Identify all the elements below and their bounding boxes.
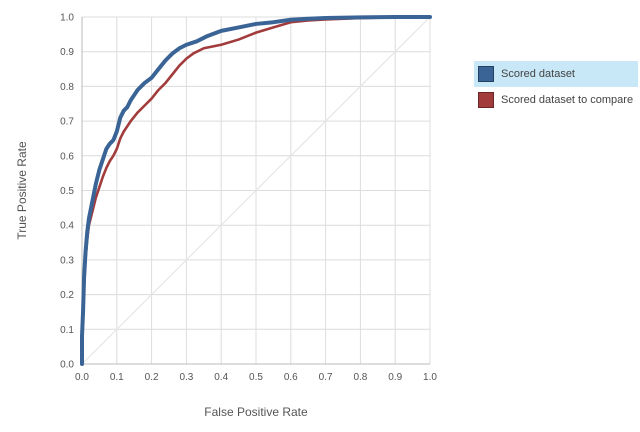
y-axis-title: True Positive Rate: [15, 141, 29, 240]
y-tick-label: 0.5: [60, 186, 74, 197]
legend: Scored dataset Scored dataset to compare: [474, 61, 638, 113]
legend-label-scored-dataset-to-compare: Scored dataset to compare: [501, 94, 634, 106]
y-tick-label: 0.6: [60, 151, 74, 162]
series-lines: [80, 15, 432, 366]
diagonal-line: [81, 16, 431, 365]
x-tick-label: 1.0: [423, 372, 437, 383]
y-tick-label: 0.9: [60, 47, 74, 58]
x-tick-label: 0.7: [319, 372, 333, 383]
legend-swatch-scored-dataset: [478, 66, 494, 82]
tick-labels: 0.0 0.1 0.2 0.3 0.4 0.5 0.6 0.7 0.8 0.9 1.0 0.0 0.1 0…: [60, 13, 437, 384]
y-tick-label: 1.0: [60, 13, 74, 24]
y-tick-label: 0.2: [60, 290, 74, 301]
x-tick-label: 0.1: [110, 372, 124, 383]
y-tick-label: 0.4: [60, 221, 74, 232]
x-tick-label: 0.2: [145, 372, 159, 383]
x-tick-label: 0.5: [249, 372, 263, 383]
y-tick-label: 0.3: [60, 255, 74, 266]
x-tick-label: 0.6: [284, 372, 298, 383]
legend-item-scored-dataset-to-compare[interactable]: Scored dataset to compare: [474, 87, 638, 113]
series-line-scored-dataset: [80, 15, 432, 366]
x-tick-label: 0.3: [179, 372, 193, 383]
y-tick-label: 0.8: [60, 82, 74, 93]
y-tick-label: 0.1: [60, 325, 74, 336]
legend-item-scored-dataset[interactable]: Scored dataset: [474, 61, 638, 87]
x-tick-label: 0.4: [214, 372, 228, 383]
x-tick-label: 0.9: [388, 372, 402, 383]
x-tick-label: 0.8: [353, 372, 367, 383]
legend-label-scored-dataset: Scored dataset: [501, 68, 575, 80]
x-axis-title: False Positive Rate: [204, 405, 308, 419]
x-tick-label: 0.0: [75, 372, 89, 383]
y-tick-label: 0.0: [60, 360, 74, 371]
diagonal-reference: [81, 16, 431, 365]
legend-swatch-scored-dataset-to-compare: [478, 92, 494, 108]
y-tick-label: 0.7: [60, 117, 74, 128]
